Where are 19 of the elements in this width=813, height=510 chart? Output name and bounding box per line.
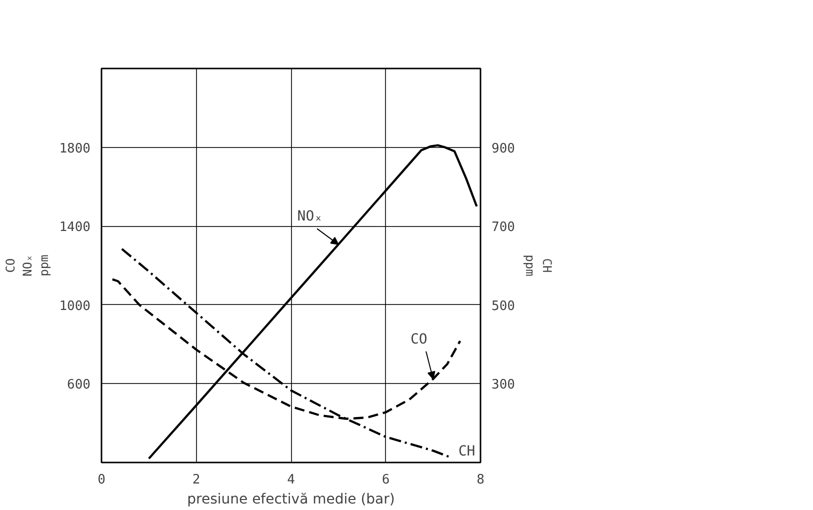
x-tick-label: 2	[192, 472, 200, 488]
x-axis-title: presiune efectivă medie (bar)	[187, 492, 395, 508]
y2-axis-title: CH ppm	[522, 254, 554, 276]
y-tick-label: 1400	[59, 220, 91, 236]
y-tick-label: 1000	[59, 298, 91, 314]
series-label: CO	[410, 331, 428, 348]
y2-tick-label: 700	[492, 220, 515, 236]
y-tick-label: 600	[67, 378, 91, 393]
series-label: CH	[458, 443, 476, 460]
series-label: NOₓ	[297, 208, 323, 225]
y2-tick-label: 500	[492, 298, 515, 314]
y-axis-title: CO NOₓ ppm	[4, 254, 52, 276]
x-tick-label: 6	[382, 472, 390, 488]
y2-tick-label: 300	[492, 378, 515, 393]
y-tick-label: 1800	[59, 141, 91, 156]
y2-tick-label: 900	[492, 141, 515, 156]
x-tick-label: 8	[476, 472, 484, 488]
x-tick-label: 4	[287, 472, 296, 488]
x-tick-label: 0	[98, 472, 106, 488]
